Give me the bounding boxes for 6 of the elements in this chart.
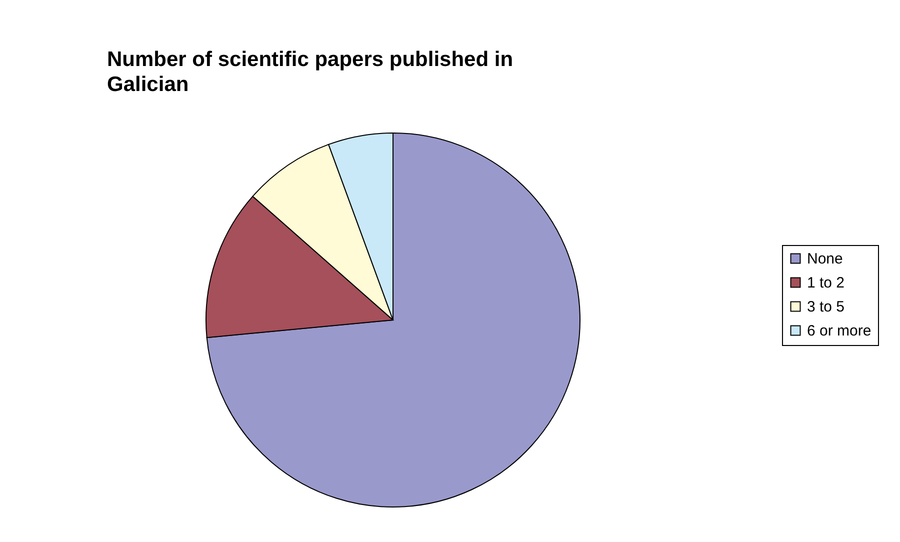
legend-label: 3 to 5: [807, 298, 845, 316]
legend-label: 1 to 2: [807, 274, 845, 292]
pie-slice: [206, 132, 580, 508]
legend-label: None: [807, 250, 843, 268]
legend-label: 6 or more: [807, 322, 872, 340]
chart-title: Number of scientific papers published in Galician: [107, 48, 514, 96]
